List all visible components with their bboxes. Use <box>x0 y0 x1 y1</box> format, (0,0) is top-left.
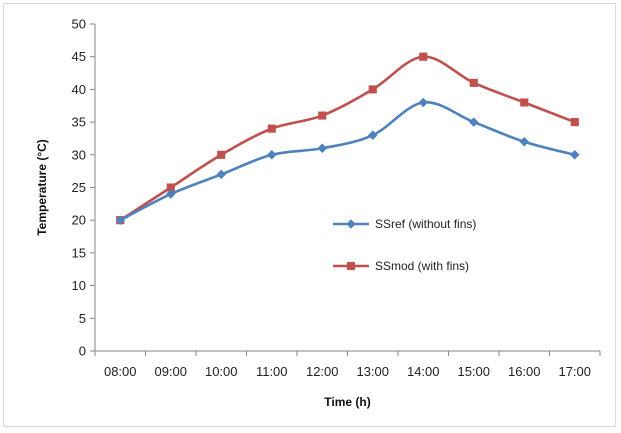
x-tick-label: 13:00 <box>356 364 389 379</box>
y-tick-label: 20 <box>72 213 86 228</box>
y-tick-label: 45 <box>72 49 86 64</box>
y-tick-label: 10 <box>72 278 86 293</box>
data-point <box>165 189 176 199</box>
series-line <box>119 101 576 222</box>
x-axis-title: Time (h) <box>324 395 370 409</box>
y-tick-label: 5 <box>79 311 86 326</box>
legend: SSref (without fins) SSmod (with fins) <box>333 217 476 273</box>
x-tick-label: 10:00 <box>205 364 238 379</box>
data-point <box>520 98 529 107</box>
legend-marker <box>346 261 356 271</box>
data-point <box>216 169 227 180</box>
y-tick-label: 50 <box>72 17 86 32</box>
data-point <box>317 143 328 154</box>
data-point <box>266 149 277 160</box>
y-tick-label: 0 <box>79 344 86 359</box>
data-point <box>367 130 378 141</box>
y-axis: 0 5 10 15 20 25 30 35 40 45 50 <box>72 17 96 359</box>
x-axis: 08:00 09:00 10:00 11:00 12:00 13:00 14:00 15:00… <box>94 350 601 379</box>
series-line <box>119 55 576 222</box>
data-point <box>115 215 126 226</box>
data-point <box>569 149 580 160</box>
data-point <box>469 78 478 87</box>
legend-marker <box>346 219 356 229</box>
legend-label: SSref (without fins) <box>375 217 476 231</box>
y-tick-label: 40 <box>72 82 86 97</box>
y-tick-label: 25 <box>72 180 86 195</box>
y-axis-title: Temperature (°C) <box>35 139 49 236</box>
x-tick-label: 16:00 <box>508 364 541 379</box>
x-tick-label: 14:00 <box>407 364 440 379</box>
data-point <box>419 52 428 61</box>
data-point <box>368 85 377 94</box>
legend-label: SSmod (with fins) <box>375 259 469 273</box>
x-tick-label: 09:00 <box>154 364 187 379</box>
series-layer <box>115 52 580 226</box>
x-tick-label: 17:00 <box>558 364 591 379</box>
x-tick-label: 08:00 <box>104 364 137 379</box>
y-tick-label: 15 <box>72 245 86 260</box>
chart-frame <box>3 3 616 427</box>
y-tick-label: 30 <box>72 147 86 162</box>
data-point <box>318 111 327 120</box>
x-tick-label: 11:00 <box>256 364 288 379</box>
x-tick-label: 15:00 <box>457 364 490 379</box>
x-tick-label: 12:00 <box>306 364 339 379</box>
data-point <box>570 118 579 127</box>
data-point <box>519 136 530 147</box>
data-point <box>217 150 226 159</box>
legend-item-ssref: SSref (without fins) <box>333 217 476 231</box>
series-ssmod <box>116 52 579 225</box>
data-point <box>267 124 276 133</box>
legend-item-ssmod: SSmod (with fins) <box>333 259 469 273</box>
series-ssref <box>115 97 580 226</box>
data-point <box>418 97 429 108</box>
y-tick-label: 35 <box>72 115 86 130</box>
data-point <box>468 117 479 127</box>
